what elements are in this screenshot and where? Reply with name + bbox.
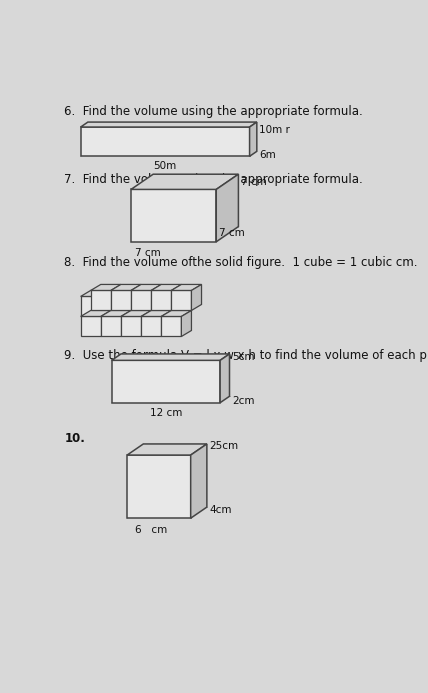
Text: 6m: 6m [259,150,276,160]
Polygon shape [80,310,111,317]
Text: 7.  Find the volume using the appropriate formula.: 7. Find the volume using the appropriate… [64,173,363,186]
Polygon shape [101,297,121,317]
Polygon shape [161,297,181,317]
Text: 7 cm: 7 cm [135,248,160,258]
Polygon shape [127,444,207,455]
Polygon shape [112,360,220,403]
Polygon shape [131,284,161,290]
Polygon shape [91,290,111,310]
Polygon shape [191,444,207,518]
Polygon shape [141,290,171,297]
Text: 50m: 50m [154,161,177,171]
Polygon shape [141,310,171,317]
Polygon shape [80,122,257,127]
Polygon shape [80,297,101,317]
Polygon shape [181,290,191,317]
Polygon shape [161,317,181,337]
Polygon shape [181,310,191,337]
Polygon shape [171,284,202,290]
Text: 6   cm: 6 cm [135,525,167,535]
Text: 9.  Use the formula V = l x w x h to find the volume of each prism below.: 9. Use the formula V = l x w x h to find… [64,349,428,362]
Text: 7 cm: 7 cm [241,177,267,187]
Polygon shape [121,317,141,337]
Text: 12 cm: 12 cm [150,408,182,418]
Polygon shape [220,354,229,403]
Polygon shape [121,297,141,317]
Polygon shape [111,284,141,290]
Text: 6.  Find the volume using the appropriate formula.: 6. Find the volume using the appropriate… [64,105,363,119]
Polygon shape [121,290,151,297]
Polygon shape [112,354,229,360]
Polygon shape [141,297,161,317]
Polygon shape [91,284,121,290]
Text: 10m r: 10m r [259,125,290,135]
Polygon shape [111,290,131,310]
Polygon shape [141,317,161,337]
Text: 8.  Find the volume ofthe solid figure.  1 cube = 1 cubic cm.: 8. Find the volume ofthe solid figure. 1… [64,256,418,270]
Polygon shape [161,310,191,317]
Polygon shape [191,284,202,310]
Text: 25cm: 25cm [209,441,238,450]
Polygon shape [151,290,171,310]
Polygon shape [131,189,216,242]
Polygon shape [151,284,181,290]
Polygon shape [250,122,257,157]
Polygon shape [101,317,121,337]
Text: 10.: 10. [64,432,85,445]
Polygon shape [131,290,151,310]
Polygon shape [80,290,111,297]
Polygon shape [80,317,101,337]
Polygon shape [171,290,191,310]
Polygon shape [101,290,131,297]
Polygon shape [80,127,250,157]
Text: 2cm: 2cm [232,396,254,406]
Polygon shape [101,310,131,317]
Polygon shape [127,455,191,518]
Polygon shape [121,310,151,317]
Polygon shape [131,174,238,189]
Text: 7 cm: 7 cm [219,228,245,238]
Polygon shape [216,174,238,242]
Text: 5cm: 5cm [232,352,254,362]
Polygon shape [161,290,191,297]
Text: 4cm: 4cm [209,505,232,515]
